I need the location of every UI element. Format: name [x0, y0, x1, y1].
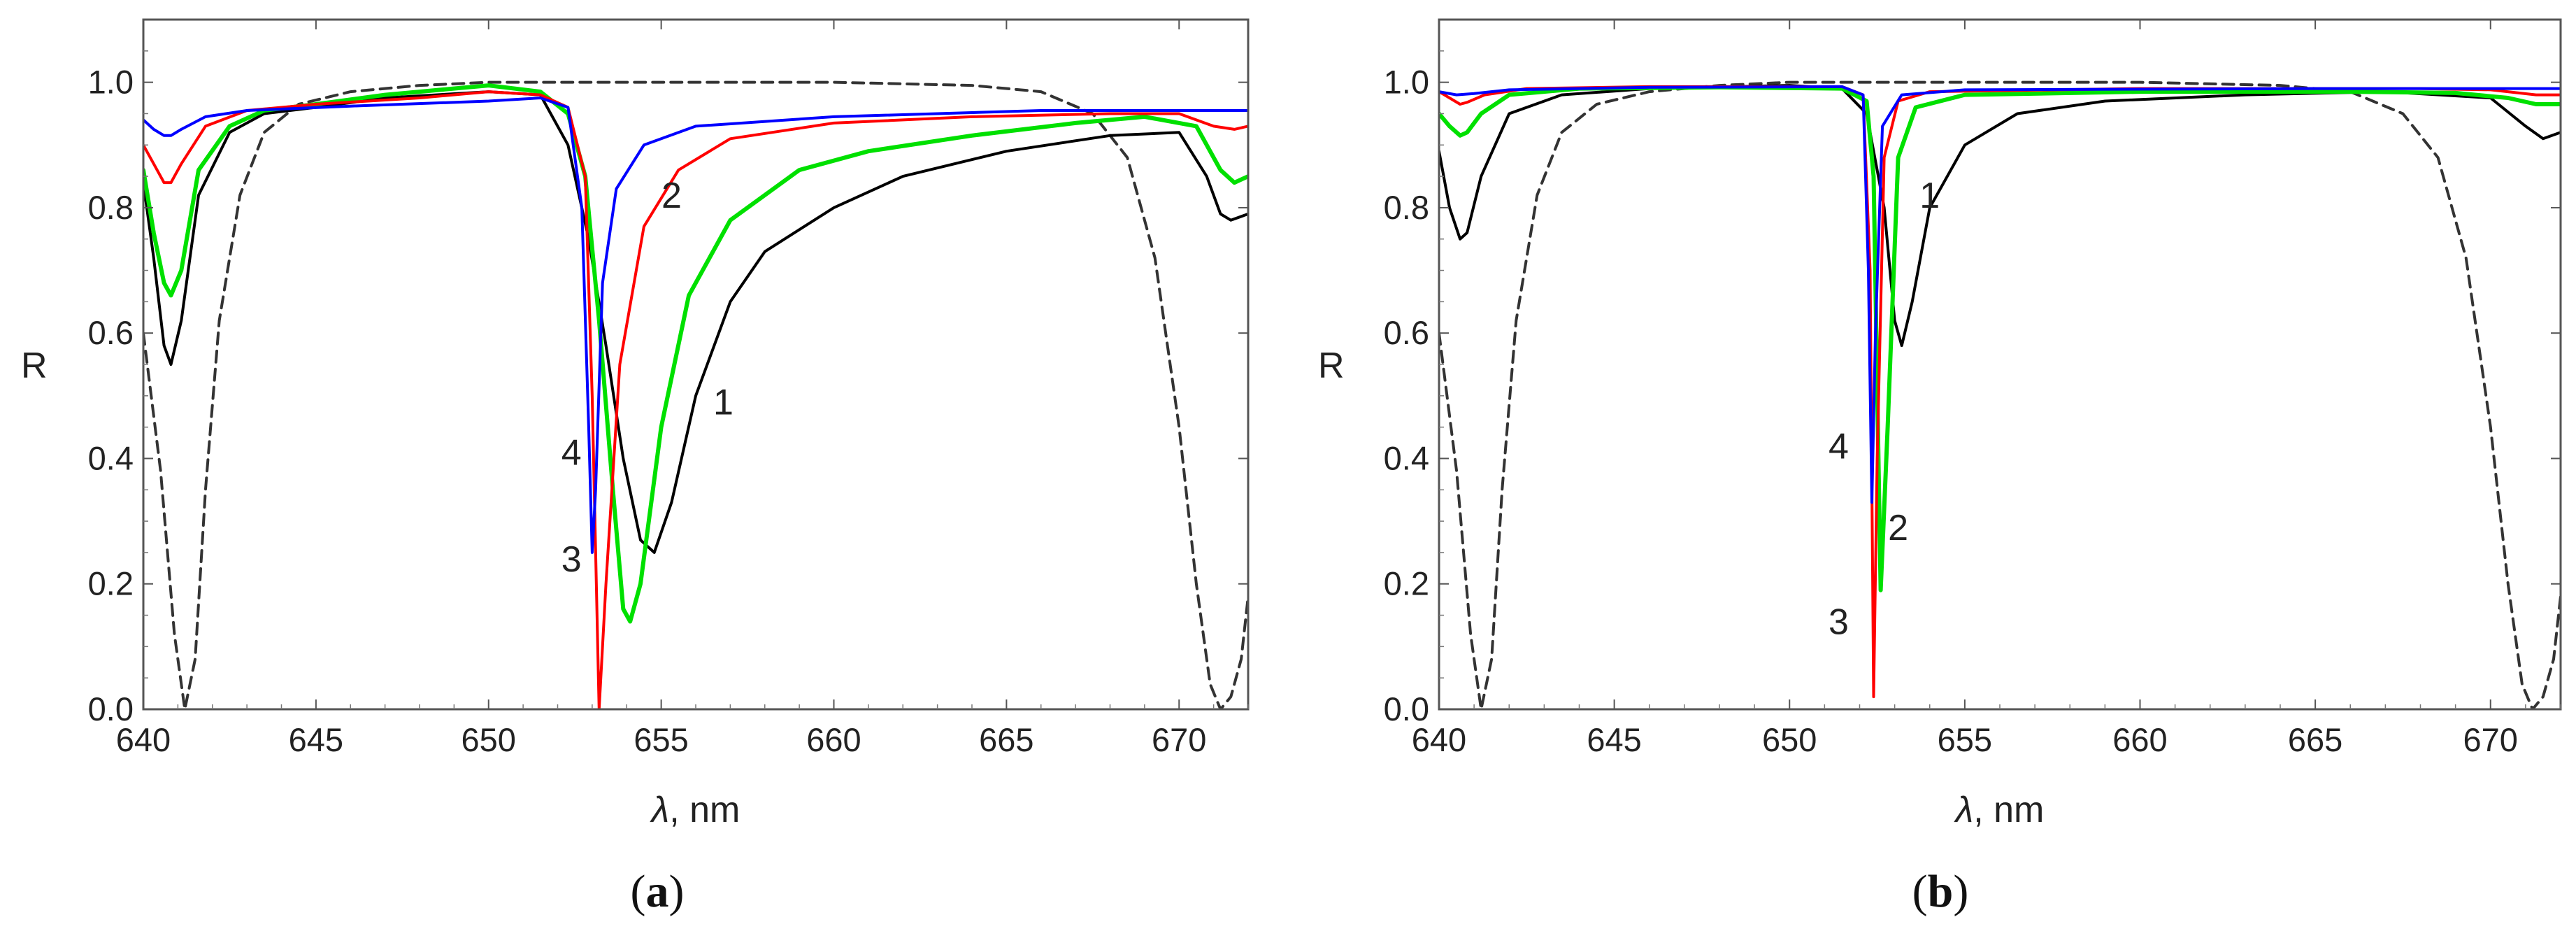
y-tick-label: 0.0 — [1384, 690, 1429, 727]
x-tick-label: 660 — [2112, 721, 2167, 758]
series-b-4 — [1439, 85, 2561, 504]
panel-label-close-b: ) — [1953, 866, 1968, 917]
y-axis-label-b: R — [1318, 346, 1345, 386]
y-tick-label: 0.4 — [1384, 439, 1429, 476]
x-axis-symbol-b: λ — [1954, 790, 1974, 830]
y-ticks-b: 0.0 0.2 0.4 0.6 0.8 1.0 — [1384, 50, 2561, 727]
x-axis-label-b: λ, nm — [1954, 790, 2045, 830]
panel-label-b: (b) — [1912, 866, 1969, 917]
x-tick-label: 670 — [2463, 721, 2518, 758]
x-tick-label: 665 — [979, 721, 1033, 758]
x-tick-label: 655 — [634, 721, 688, 758]
curve-label-3: 3 — [561, 539, 582, 580]
curve-label-4: 4 — [561, 432, 582, 473]
curve-label-4: 4 — [1829, 426, 1849, 467]
panel-label-open-a: ( — [631, 866, 646, 917]
panel-label-close-a: ) — [669, 866, 685, 917]
y-tick-label: 0.8 — [1384, 189, 1429, 226]
panel-label-letter-a: a — [646, 866, 669, 917]
y-tick-label: 1.0 — [88, 64, 134, 101]
x-ticks-a: 640 645 650 655 660 665 670 — [116, 20, 1249, 758]
x-axis-unit-a: , nm — [669, 790, 740, 830]
panel-label-open-b: ( — [1912, 866, 1928, 917]
y-tick-label: 0.6 — [88, 314, 134, 351]
y-tick-label: 1.0 — [1384, 64, 1429, 101]
curve-label-1: 1 — [713, 383, 734, 423]
x-tick-label: 650 — [461, 721, 516, 758]
curve-label-2: 2 — [1888, 508, 1908, 548]
x-tick-label: 655 — [1938, 721, 1992, 758]
y-tick-label: 0.2 — [1384, 565, 1429, 602]
x-axis-label-a: λ, nm — [650, 790, 740, 830]
curves-b — [1439, 80, 2561, 709]
y-axis-label-a: R — [21, 346, 48, 386]
series-a-4 — [143, 97, 1248, 554]
y-tick-label: 0.6 — [1384, 314, 1429, 351]
series-b-dashed — [1439, 80, 2561, 709]
x-tick-label: 650 — [1762, 721, 1817, 758]
x-ticks-b: 640 645 650 655 660 665 670 — [1412, 20, 2561, 758]
y-tick-label: 0.2 — [88, 565, 134, 602]
curve-labels-a: 2 1 4 3 — [561, 176, 734, 580]
curve-label-2: 2 — [661, 176, 682, 216]
series-a-1 — [143, 90, 1248, 554]
chart-panel-a: 640 645 650 655 660 665 670 0.0 0.2 0.4 0.6 0.8 1.0… — [21, 18, 1250, 917]
y-tick-label: 0.0 — [88, 690, 134, 727]
curve-label-1: 1 — [1919, 176, 1940, 216]
curves-a — [143, 80, 1248, 709]
curve-label-3: 3 — [1829, 602, 1849, 642]
y-ticks-a: 0.0 0.2 0.4 0.6 0.8 1.0 — [88, 50, 1248, 727]
panel-label-a: (a) — [631, 866, 685, 917]
x-tick-label: 640 — [116, 721, 171, 758]
series-b-1 — [1439, 84, 2561, 348]
x-tick-label: 660 — [806, 721, 861, 758]
y-tick-label: 0.4 — [88, 439, 134, 476]
x-tick-label: 645 — [1587, 721, 1641, 758]
series-b-2 — [1439, 85, 2561, 592]
x-tick-label: 665 — [2288, 721, 2342, 758]
x-axis-symbol-a: λ — [650, 790, 670, 830]
x-tick-label: 640 — [1412, 721, 1466, 758]
series-a-3 — [143, 90, 1248, 709]
panel-label-letter-b: b — [1928, 866, 1954, 917]
chart-panel-b: 640 645 650 655 660 665 670 0.0 0.2 0.4 0.6 0.8 1.0… — [1318, 18, 2562, 917]
series-b-3 — [1439, 85, 2561, 699]
x-tick-label: 670 — [1152, 721, 1206, 758]
y-tick-label: 0.8 — [88, 189, 134, 226]
series-a-2 — [143, 83, 1248, 624]
series-a-dashed — [143, 80, 1248, 709]
x-axis-unit-b: , nm — [1973, 790, 2044, 830]
curve-labels-b: 1 4 2 3 — [1829, 176, 1940, 643]
x-tick-label: 645 — [289, 721, 343, 758]
